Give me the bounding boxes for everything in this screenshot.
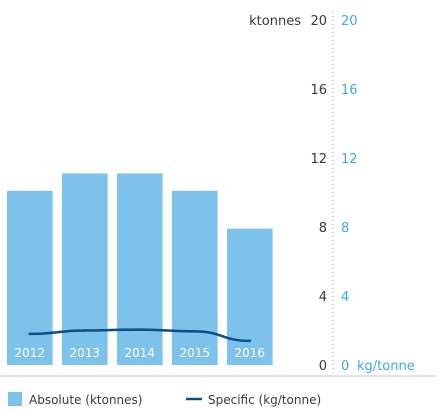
y-right-tick-12: 12 [341,152,358,167]
y-left-tick-12: 12 [310,152,327,167]
x-tick-label-2014: 2014 [125,346,156,360]
y-right-tick-16: 16 [341,83,358,98]
y-left-axis-label: ktonnes [249,14,301,29]
bar-2016 [227,228,273,365]
bar-2013 [62,173,108,365]
line-series-group [28,328,252,343]
line-point-2013 [83,329,87,332]
line-point-2015 [193,330,197,333]
x-tick-label-2013: 2013 [70,346,101,360]
y-right-tick-0: 0 [341,359,349,374]
legend-label-specific: Specific (kg/tonne) [208,393,321,407]
x-tick-label-2015: 2015 [180,346,211,360]
y-right-tick-20: 20 [341,14,358,29]
bar-group: 2012 2013 2014 2015 2016 [7,173,273,365]
x-tick-label-2016: 2016 [235,346,266,360]
legend-swatch-absolute [8,392,22,406]
y-left-tick-0: 0 [319,359,327,374]
line-point-2016 [248,339,252,343]
y-left-tick-8: 8 [319,221,327,236]
x-tick-label-2012: 2012 [15,346,46,360]
y-left-tick-4: 4 [319,290,327,305]
bar-2014 [117,173,163,365]
y-right-tick-8: 8 [341,221,349,236]
y-left-tick-20: 20 [310,14,327,29]
axes-group: 0 4 8 12 16 20 0 4 8 12 16 20 ktonnes kg/tonne [249,12,415,374]
legend-label-absolute: Absolute (ktonnes) [29,393,142,407]
bar-2015 [172,190,218,365]
line-point-2014 [138,328,142,331]
y-left-tick-16: 16 [310,83,327,98]
y-right-tick-4: 4 [341,290,349,305]
bar-2012 [7,190,53,365]
line-point-2012 [28,332,32,336]
y-right-axis-label: kg/tonne [357,359,415,374]
legend: Absolute (ktonnes) Specific (kg/tonne) [0,375,436,407]
